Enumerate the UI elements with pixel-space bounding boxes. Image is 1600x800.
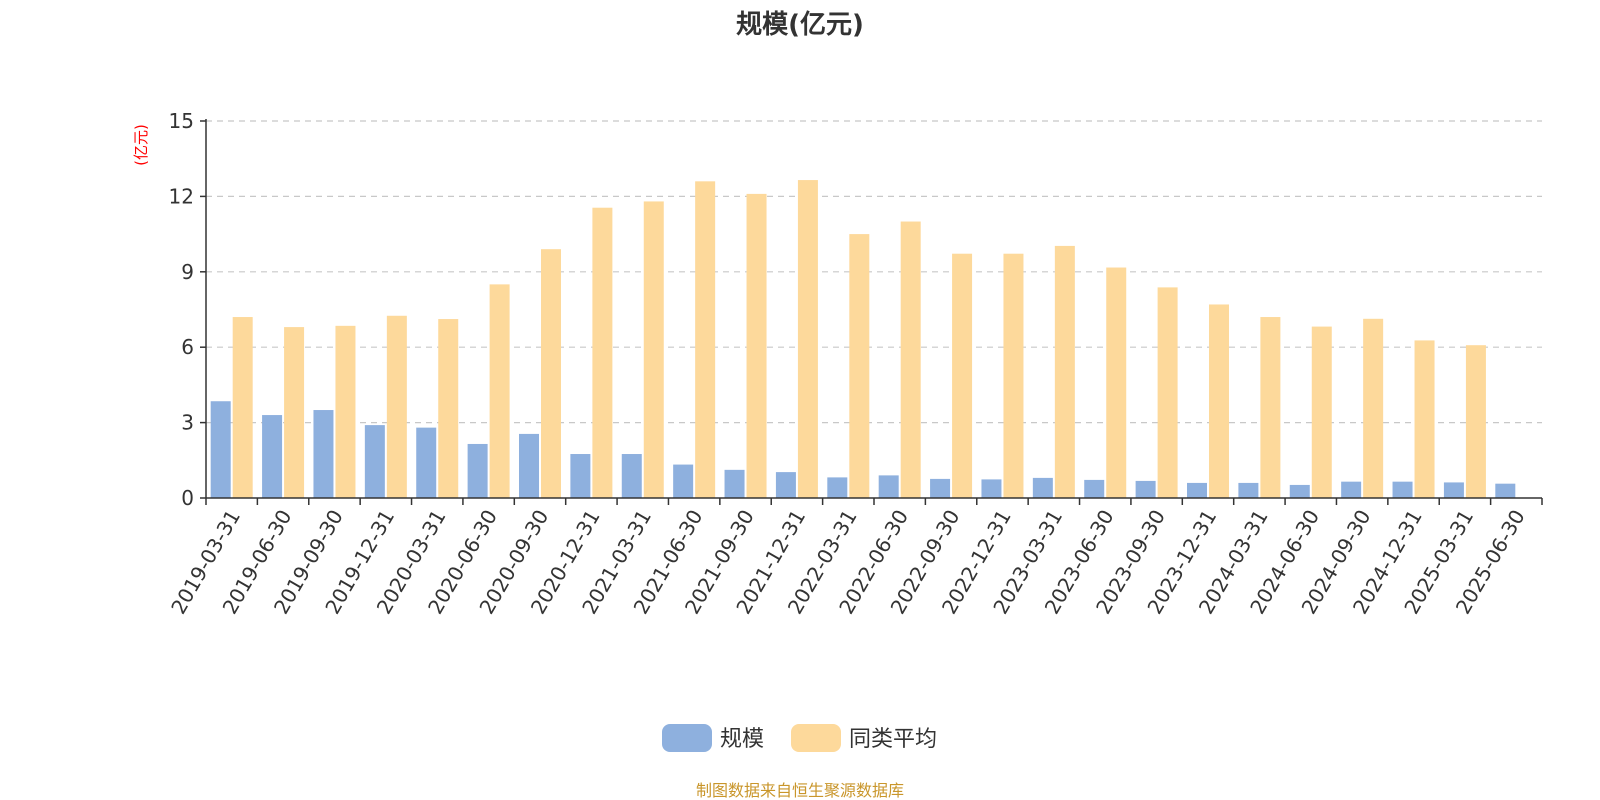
bar-scale[interactable] <box>364 425 385 498</box>
bar-peer-average[interactable] <box>1106 267 1127 498</box>
bar-peer-average[interactable] <box>952 253 973 498</box>
bar-peer-average[interactable] <box>1465 345 1486 498</box>
bar-peer-average[interactable] <box>489 284 510 498</box>
legend-swatch <box>791 724 841 752</box>
bar-peer-average[interactable] <box>541 249 561 498</box>
chart-title: 规模(亿元) <box>736 10 864 40</box>
bar-peer-average[interactable] <box>643 201 664 498</box>
bar-scale[interactable] <box>519 433 539 498</box>
bar-peer-average[interactable] <box>849 234 870 498</box>
bar-scale[interactable] <box>724 469 745 498</box>
bar-scale[interactable] <box>621 454 642 498</box>
bar-scale[interactable] <box>416 427 437 498</box>
bar-peer-average[interactable] <box>232 317 253 498</box>
legend-label: 同类平均 <box>849 727 937 752</box>
bar-peer-average[interactable] <box>592 207 613 498</box>
bar-peer-average[interactable] <box>695 181 716 498</box>
bar-scale[interactable] <box>1341 481 1362 498</box>
bar-peer-average[interactable] <box>746 193 767 499</box>
bar-peer-average[interactable] <box>1003 253 1024 498</box>
bar-scale[interactable] <box>1187 482 1207 498</box>
bar-peer-average[interactable] <box>1363 318 1384 498</box>
legend-item-peer-average[interactable]: 同类平均 <box>791 724 937 752</box>
bar-peer-average[interactable] <box>1157 287 1178 498</box>
y-tick-label: 12 <box>169 184 194 208</box>
y-tick-label: 6 <box>181 335 194 359</box>
y-tick-label: 3 <box>181 411 194 435</box>
bar-scale[interactable] <box>570 454 591 498</box>
bar-scale[interactable] <box>1443 482 1464 498</box>
bar-peer-average[interactable] <box>900 221 921 499</box>
legend-swatch <box>662 724 712 752</box>
bar-peer-average[interactable] <box>335 325 356 498</box>
bar-scale[interactable] <box>467 443 488 498</box>
y-axis-unit: (亿元) <box>132 124 150 166</box>
bar-scale[interactable] <box>1392 481 1413 498</box>
bar-scale[interactable] <box>1495 483 1516 498</box>
bar-scale[interactable] <box>981 479 1002 498</box>
bar-scale[interactable] <box>1032 477 1053 498</box>
y-tick-label: 15 <box>169 109 194 133</box>
bar-scale[interactable] <box>262 415 283 498</box>
bar-scale[interactable] <box>210 401 231 498</box>
y-tick-label: 0 <box>181 486 194 510</box>
bar-peer-average[interactable] <box>386 315 407 498</box>
bar-scale[interactable] <box>930 478 951 498</box>
legend-label: 规模 <box>720 727 764 752</box>
bar-peer-average[interactable] <box>797 180 818 498</box>
bar-scale[interactable] <box>1084 479 1105 498</box>
bar-peer-average[interactable] <box>1311 326 1332 498</box>
bar-scale[interactable] <box>673 464 694 498</box>
x-axis-ticks: 2019-03-312019-06-302019-09-302019-12-31… <box>166 498 1543 618</box>
legend-item-scale[interactable]: 规模 <box>662 724 764 752</box>
bar-peer-average[interactable] <box>1414 340 1435 498</box>
y-tick-label: 9 <box>181 260 194 284</box>
bar-peer-average[interactable] <box>1209 304 1229 498</box>
bar-scale[interactable] <box>827 477 848 498</box>
y-axis-ticks: 0 3 6 9 12 15 <box>169 109 206 510</box>
bar-peer-average[interactable] <box>1054 245 1075 498</box>
bar-scale[interactable] <box>313 410 334 498</box>
bar-scale[interactable] <box>1238 482 1259 498</box>
bar-scale[interactable] <box>775 472 796 498</box>
data-source-note: 制图数据来自恒生聚源数据库 <box>696 781 904 800</box>
legend[interactable]: 规模 同类平均 <box>662 724 937 752</box>
bar-peer-average[interactable] <box>284 327 305 498</box>
bar-scale[interactable] <box>1135 480 1156 498</box>
bar-peer-average[interactable] <box>438 319 459 498</box>
bars <box>210 180 1516 499</box>
bar-scale[interactable] <box>1289 484 1310 498</box>
bar-scale[interactable] <box>878 475 899 498</box>
bar-peer-average[interactable] <box>1260 317 1281 498</box>
